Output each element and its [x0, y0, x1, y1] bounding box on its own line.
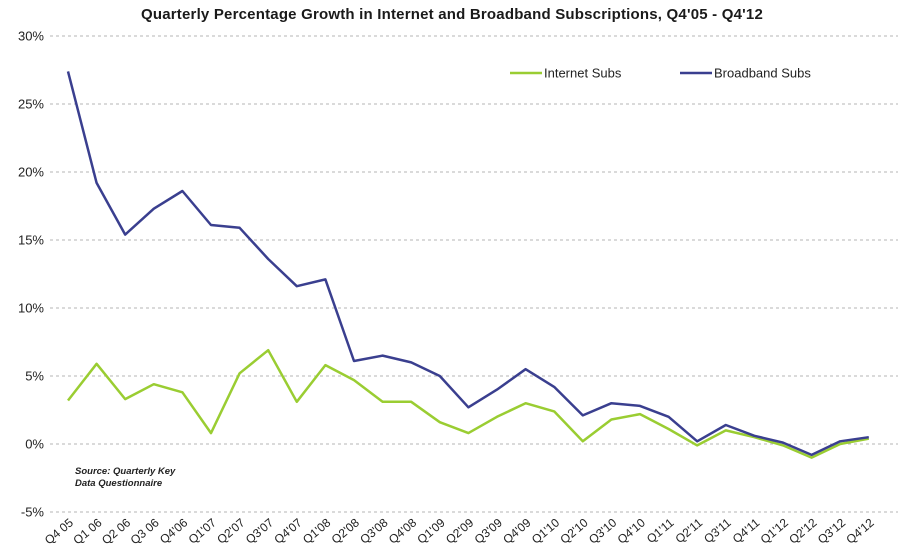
y-tick-label: 15% [18, 233, 44, 248]
y-tick-label: 25% [18, 97, 44, 112]
x-tick-label: Q2'08 [329, 515, 362, 546]
x-tick-label: Q2 06 [99, 515, 133, 547]
x-tick-label: Q4'09 [500, 515, 533, 546]
x-tick-label: Q2'09 [443, 515, 476, 546]
x-tick-label: Q3'12 [815, 515, 848, 546]
source-note: Source: Quarterly Key Data Questionnaire [75, 466, 176, 489]
x-tick-label: Q1'08 [300, 515, 333, 546]
legend-label: Internet Subs [544, 66, 622, 81]
y-tick-label: -5% [21, 505, 45, 520]
x-tick-label: Q4'10 [615, 515, 648, 546]
legend: Internet Subs Broadband Subs [510, 66, 811, 81]
x-tick-label: Q4'06 [157, 515, 190, 546]
source-line-1: Source: Quarterly Key [75, 466, 176, 477]
y-axis-ticks: -5% 0% 5% 10% 15% 20% 25% 30% [18, 29, 44, 520]
y-tick-label: 30% [18, 29, 44, 44]
x-tick-label: Q3'09 [472, 515, 505, 546]
x-tick-label: Q3'08 [357, 515, 390, 546]
x-tick-label: Q1'07 [186, 515, 219, 546]
x-tick-label: Q3'10 [586, 515, 619, 546]
x-tick-label: Q4'07 [271, 515, 304, 546]
x-tick-label: Q1'11 [644, 515, 677, 546]
x-tick-label: Q1 06 [70, 515, 104, 547]
chart-title: Quarterly Percentage Growth in Internet … [140, 6, 763, 23]
x-tick-label: Q4'08 [386, 515, 419, 546]
series-line-broadband-subs [66, 71, 869, 457]
x-tick-label: Q2'12 [786, 515, 819, 546]
x-tick-label: Q3 06 [128, 515, 162, 547]
series-line-internet-subs [67, 348, 870, 459]
x-tick-label: Q3'11 [701, 515, 734, 546]
source-line-2: Data Questionnaire [75, 478, 163, 489]
x-tick-label: Q4'11 [730, 515, 763, 546]
y-tick-label: 20% [18, 165, 44, 180]
y-tick-label: 5% [25, 369, 44, 384]
x-tick-label: Q1'12 [758, 515, 791, 546]
y-tick-label: 10% [18, 301, 44, 316]
x-tick-label: Q1'09 [414, 515, 447, 546]
x-tick-label: Q2'11 [673, 515, 706, 546]
series-lines [66, 71, 870, 459]
y-tick-label: 0% [25, 437, 44, 452]
x-tick-label: Q1'10 [529, 515, 562, 546]
x-tick-label: Q4 05 [42, 515, 76, 547]
x-tick-label: Q3'07 [243, 515, 276, 546]
x-tick-label: Q2'10 [557, 515, 590, 546]
x-tick-label: Q4'12 [843, 515, 876, 546]
x-tick-label: Q2'07 [214, 515, 247, 546]
legend-label: Broadband Subs [714, 66, 811, 81]
